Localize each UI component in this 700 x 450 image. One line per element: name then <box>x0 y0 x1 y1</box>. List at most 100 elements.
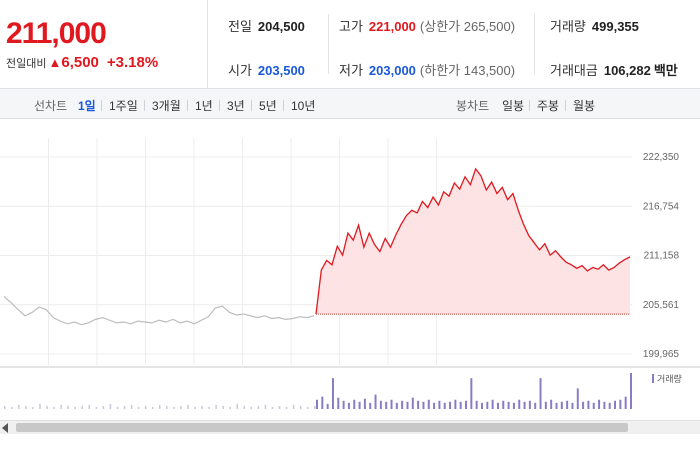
today-price-line <box>315 167 631 315</box>
volume-bar <box>587 400 590 409</box>
candle-monthly[interactable]: 월봉 <box>573 99 596 113</box>
volume-bar-prev <box>102 405 105 409</box>
candle-weekly[interactable]: 주봉 <box>537 99 560 113</box>
divider <box>219 100 220 111</box>
volume-bar <box>331 378 334 409</box>
y-tick-label: 199,965 <box>643 349 680 360</box>
period-5year[interactable]: 5년 <box>259 99 277 113</box>
divider <box>534 14 535 74</box>
stat-value: 204,500 <box>257 19 305 34</box>
volume-bar-prev <box>95 406 98 409</box>
volume-bar-prev <box>25 405 27 409</box>
period-1week[interactable]: 1주일 <box>109 99 138 113</box>
volume-bar <box>539 378 542 409</box>
line-chart-label: 선차트 <box>34 99 68 113</box>
volume-bar-prev <box>271 406 274 409</box>
divider <box>251 100 252 111</box>
scroll-thumb[interactable] <box>16 423 628 432</box>
volume-bar-prev <box>292 404 295 409</box>
volume-bar <box>411 397 414 409</box>
stat-value: 203,500 <box>257 63 305 78</box>
volume-bar <box>598 399 601 409</box>
volume-bar <box>379 400 382 409</box>
volume-bar <box>512 402 515 409</box>
volume-bar-prev <box>208 406 210 409</box>
stat-sub: (상한가 265,500) <box>419 19 516 34</box>
price-chart[interactable]: 222,350 216,754 211,158 205,561 199,965 거래량 <box>0 120 700 420</box>
divider <box>328 14 329 74</box>
volume-bar <box>401 400 404 409</box>
volume-bar <box>486 401 489 409</box>
volume-bar-prev <box>39 403 41 409</box>
volume-bar <box>465 400 468 409</box>
stat-amount: 거래대금 106,282 백만 <box>550 60 678 79</box>
volume-bar <box>502 400 505 409</box>
volume-bar <box>369 402 372 409</box>
volume-bar <box>406 401 409 409</box>
volume-bar <box>624 396 627 409</box>
volume-bar-prev <box>67 405 69 409</box>
volume-bar-prev <box>46 405 48 409</box>
volume-bar <box>603 401 606 409</box>
volume-bar-prev <box>137 406 140 409</box>
divider <box>144 100 145 111</box>
volume-bar <box>544 401 547 409</box>
volume-bar-prev <box>180 405 182 409</box>
volume-bar-prev <box>88 404 91 409</box>
volume-bar <box>528 400 531 409</box>
volume-bar <box>507 401 510 409</box>
period-1year[interactable]: 1년 <box>195 99 213 113</box>
volume-bar-prev <box>53 406 55 409</box>
y-tick-label: 216,754 <box>643 201 680 212</box>
volume-bar <box>358 401 361 409</box>
volume-bar-prev <box>60 404 62 409</box>
volume-bar <box>390 399 393 409</box>
stat-value: 106,282 <box>603 63 651 78</box>
volume-bar-prev <box>299 405 302 409</box>
volume-bar <box>496 402 499 409</box>
volume-bar <box>518 399 521 409</box>
period-1day[interactable]: 1일 <box>78 99 96 113</box>
volume-bar <box>630 373 632 409</box>
volume-bar <box>427 399 430 409</box>
volume-bar <box>566 400 569 409</box>
divider <box>101 100 102 111</box>
volume-bar-prev <box>306 406 309 409</box>
divider <box>187 100 188 111</box>
volume-bar-prev <box>314 405 316 409</box>
volume-bar <box>438 400 441 409</box>
chart-scrollbar[interactable] <box>0 420 700 434</box>
volume-bar-prev <box>229 406 231 409</box>
price-area <box>3 167 631 326</box>
divider <box>565 100 566 111</box>
y-tick-label: 222,350 <box>643 152 680 163</box>
stats-panel: 전일 204,500 시가 203,500 고가 221,000 (상한가 265,50… <box>208 0 700 88</box>
volume-bar <box>491 399 494 409</box>
price-summary: 211,000 전일대비 ▲6,500 +3.18% <box>0 0 208 88</box>
volume-bar-prev <box>123 405 126 409</box>
volume-bar <box>560 401 563 409</box>
volume-bar-prev <box>18 404 20 409</box>
volume-bar <box>342 400 345 409</box>
volume-bar <box>353 399 356 409</box>
volume-bar-prev <box>130 404 133 409</box>
candle-daily[interactable]: 일봉 <box>502 99 525 113</box>
volume-bar <box>363 398 366 409</box>
stat-value: 221,000 <box>368 19 416 34</box>
stat-low: 저가 203,000 (하한가 143,500) <box>339 60 515 79</box>
volume-bar <box>550 399 553 409</box>
volume-bar-prev <box>144 405 147 409</box>
period-3month[interactable]: 3개월 <box>152 99 181 113</box>
y-axis: 222,350 216,754 211,158 205,561 199,965 <box>643 152 680 360</box>
volume-bar-prev <box>4 405 6 409</box>
period-3year[interactable]: 3년 <box>227 99 245 113</box>
volume-bar <box>619 399 622 409</box>
volume-bar <box>326 403 329 409</box>
volume-bar <box>316 399 318 409</box>
volume-legend: 거래량 <box>652 373 682 384</box>
period-10year[interactable]: 10년 <box>291 99 316 113</box>
volume-bar-prev <box>222 405 224 409</box>
scroll-left-icon[interactable] <box>2 423 8 433</box>
change-value: 6,500 <box>61 54 99 71</box>
volume-bar-prev <box>264 404 267 409</box>
